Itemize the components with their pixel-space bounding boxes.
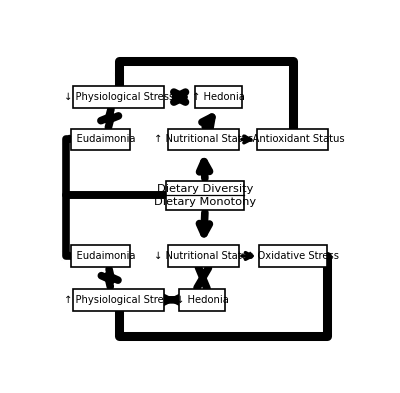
Bar (73, 86, 164, 108)
Bar (71, 129, 130, 151)
Bar (73, 289, 164, 311)
Text: ↑ Eudaimonia: ↑ Eudaimonia (65, 134, 136, 145)
Text: Dietary Monotony: Dietary Monotony (154, 197, 256, 208)
Bar (71, 245, 130, 267)
Bar (259, 245, 327, 267)
Bar (166, 181, 244, 210)
Bar (168, 245, 239, 267)
Bar (195, 86, 242, 108)
Text: ↑ Hedonia: ↑ Hedonia (192, 92, 245, 102)
Text: ↓ Nutritional Status: ↓ Nutritional Status (154, 251, 253, 261)
Bar (257, 129, 328, 151)
Text: ↓ Hedonia: ↓ Hedonia (176, 295, 228, 305)
Bar (168, 129, 239, 151)
Text: ↓ Physiological Stress: ↓ Physiological Stress (64, 92, 174, 102)
Bar (179, 289, 225, 311)
Text: ↓ Eudaimonia: ↓ Eudaimonia (65, 251, 136, 261)
Text: ↑ Antioxidant Status: ↑ Antioxidant Status (241, 134, 344, 145)
Text: ↑ Oxidative Stress: ↑ Oxidative Stress (246, 251, 339, 261)
Text: ↑ Nutritional Status: ↑ Nutritional Status (154, 134, 253, 145)
Text: Dietary Diversity: Dietary Diversity (157, 184, 253, 193)
Text: ↑ Physiological Stress: ↑ Physiological Stress (64, 295, 174, 305)
